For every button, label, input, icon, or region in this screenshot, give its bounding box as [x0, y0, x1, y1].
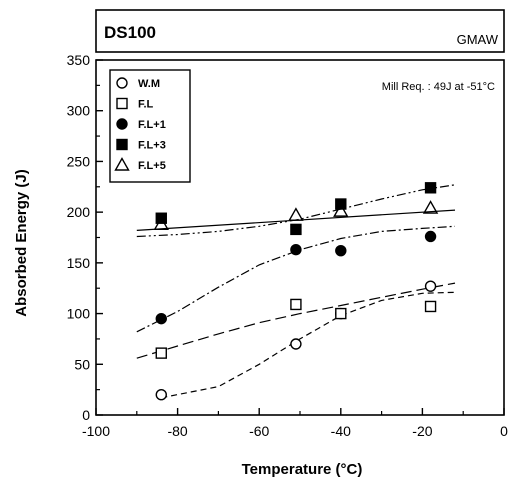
mill-requirement-note: Mill Req. : 49J at -51°C	[382, 81, 495, 93]
data-point-F.L	[335, 307, 347, 320]
y-tick-label: 100	[67, 306, 91, 322]
y-axis: 0 50 100 150 200 250 300 350	[67, 52, 103, 423]
x-tick-label: 0	[500, 423, 508, 439]
fit-line-F.L+1	[136, 225, 456, 333]
data-point-F.L+1	[335, 244, 347, 257]
x-tick-label: -100	[82, 423, 110, 439]
data-point-F.L+5	[333, 203, 349, 217]
data-point-F.L	[290, 298, 302, 311]
y-tick-label: 350	[67, 52, 91, 68]
legend-label-F.L+3: F.L+3	[138, 140, 166, 152]
x-tick-label: -40	[331, 423, 351, 439]
data-point-F.L+1	[155, 312, 167, 325]
data-point-F.L+5	[422, 200, 439, 214]
y-tick-label: 150	[67, 255, 91, 271]
legend-marker-F.L+3	[116, 138, 128, 151]
data-point-F.L+3	[424, 182, 437, 194]
x-tick-label: -20	[412, 423, 432, 439]
y-tick-label: 200	[67, 204, 91, 220]
header-box	[95, 9, 505, 53]
legend-marker-F.L+1	[116, 118, 128, 130]
data-point-W.M	[290, 338, 302, 350]
y-tick-label: 250	[67, 153, 91, 169]
fit-line-F.L	[136, 282, 456, 359]
x-tick-label: -60	[249, 423, 269, 439]
data-point-W.M	[155, 389, 167, 401]
x-axis: -100 -80 -60 -40 -20 0	[82, 408, 508, 439]
fit-line-W.M	[161, 291, 456, 399]
chart-title: DS100	[104, 23, 156, 42]
data-point-F.L	[155, 347, 167, 359]
data-point-W.M	[424, 280, 437, 292]
legend-marker-W.M	[116, 77, 128, 89]
x-tick-label: -80	[167, 423, 187, 439]
data-point-F.L+5	[153, 216, 169, 231]
data-point-F.L+1	[424, 230, 437, 243]
x-axis-title: Temperature (°C)	[242, 461, 363, 478]
legend-label-F.L: F.L	[138, 99, 154, 111]
process-label: GMAW	[457, 32, 499, 47]
legend-marker-F.L+5	[114, 157, 130, 171]
legend: W.M F.L F.L+1 F.L+3 F.L+5	[114, 77, 166, 172]
y-axis-title: Absorbed Energy (J)	[13, 169, 30, 317]
legend-label-W.M: W.M	[138, 78, 160, 90]
data-markers	[153, 182, 439, 401]
y-tick-label: 300	[67, 103, 91, 119]
legend-marker-F.L	[116, 97, 128, 110]
data-point-F.L+5	[288, 207, 304, 221]
legend-label-F.L+1: F.L+1	[138, 119, 166, 131]
legend-box	[109, 69, 191, 183]
fit-lines	[136, 184, 456, 399]
fit-line-F.L+3	[136, 184, 456, 238]
data-point-F.L	[424, 300, 437, 313]
data-point-F.L+3	[290, 223, 302, 236]
data-point-F.L+1	[290, 243, 302, 256]
y-tick-label: 0	[82, 407, 90, 423]
y-tick-label: 50	[74, 356, 90, 372]
legend-label-F.L+5: F.L+5	[138, 160, 166, 172]
